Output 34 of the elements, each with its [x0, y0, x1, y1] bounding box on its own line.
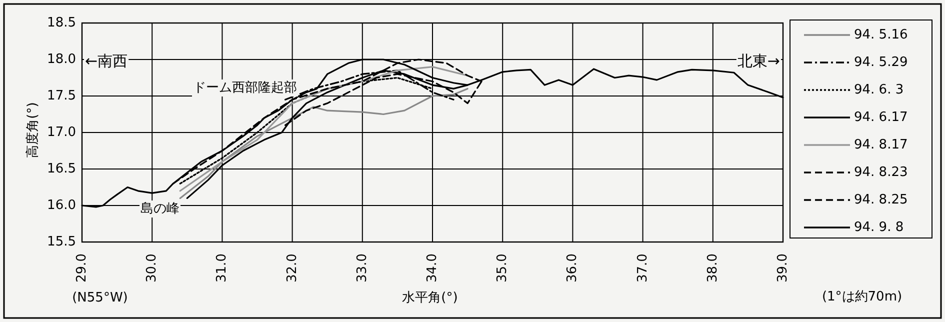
legend-label: 94. 9. 8	[854, 220, 904, 235]
x-tick-label: 35.0	[495, 254, 510, 282]
y-tick-label: 17.0	[47, 125, 76, 140]
annotation: 北東→	[737, 52, 780, 70]
legend-label: 94. 6.17	[854, 110, 908, 125]
x-tick-label: 34.0	[425, 254, 440, 282]
annotation: 島の峰	[140, 202, 180, 216]
y-tick-label: 16.0	[47, 198, 76, 213]
legend-label: 94. 8.25	[854, 192, 908, 208]
y-tick-label: 15.5	[47, 234, 76, 250]
annotation: ドーム西部隆起部	[193, 80, 297, 96]
y-tick-label: 16.5	[47, 162, 76, 176]
x-axis-title: 水平角(°)	[402, 290, 458, 306]
x-tick-label: 29.0	[74, 254, 90, 282]
text: (1°は約70m)	[822, 290, 902, 304]
x-tick-label: 38.0	[705, 254, 720, 282]
x-tick-label: 30.0	[144, 254, 160, 282]
x-tick-label: 33.0	[354, 254, 370, 282]
x-tick-label: 37.0	[635, 254, 650, 282]
legend-label: 94. 8.17	[854, 138, 908, 152]
x-tick-label: 32.0	[284, 254, 300, 282]
y-axis-title: 高度角(°)	[24, 102, 40, 158]
y-tick-label: 17.5	[47, 88, 76, 104]
legend-label: 94. 8.23	[854, 165, 908, 180]
x-tick-label: 36.0	[565, 254, 580, 282]
y-tick-label: 18.5	[47, 16, 76, 30]
annotation: ←南西	[85, 52, 128, 70]
legend-label: 94. 6. 3	[854, 82, 904, 98]
legend-label: 94. 5.29	[854, 55, 908, 70]
text: (N55°W)	[72, 290, 128, 306]
x-tick-label: 39.0	[776, 254, 790, 282]
x-tick-label: 31.0	[214, 254, 230, 282]
y-tick-label: 18.0	[47, 52, 76, 67]
legend-label: 94. 5.16	[854, 28, 908, 42]
